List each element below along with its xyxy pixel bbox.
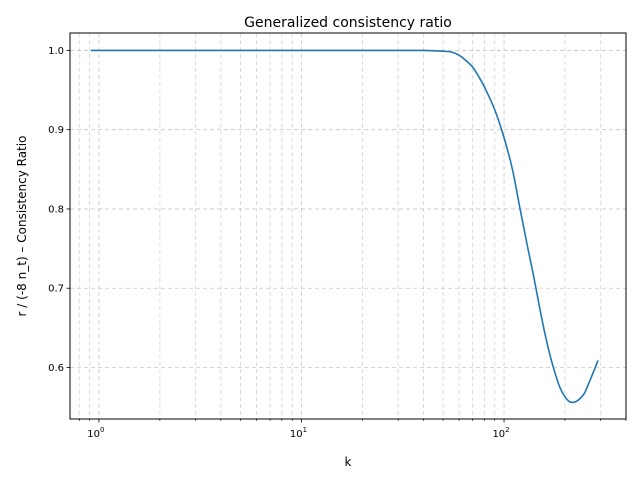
series-line-0 (90, 49, 599, 404)
y-tick-label: 1.0 (48, 46, 64, 57)
chart-title: Generalized consistency ratio (244, 15, 452, 31)
x-tick-label: 102 (492, 426, 509, 440)
plot-frame (69, 32, 627, 420)
x-axis-ticks: 100 101 102 (78, 419, 627, 440)
series-layer (90, 49, 599, 404)
y-tick-label: 0.8 (48, 204, 64, 215)
x-tick-label: 101 (290, 426, 307, 440)
y-tick-label: 0.6 (48, 363, 64, 374)
y-axis-label: r / (-8 n_t) – Consistency Ratio (15, 136, 29, 317)
y-tick-label: 0.9 (48, 125, 64, 136)
y-axis-ticks: 0.6 0.7 0.8 0.9 1.0 (48, 46, 70, 374)
x-tick-label: 100 (87, 426, 104, 440)
x-axis-label: k (345, 455, 352, 469)
y-tick-label: 0.7 (48, 284, 64, 295)
